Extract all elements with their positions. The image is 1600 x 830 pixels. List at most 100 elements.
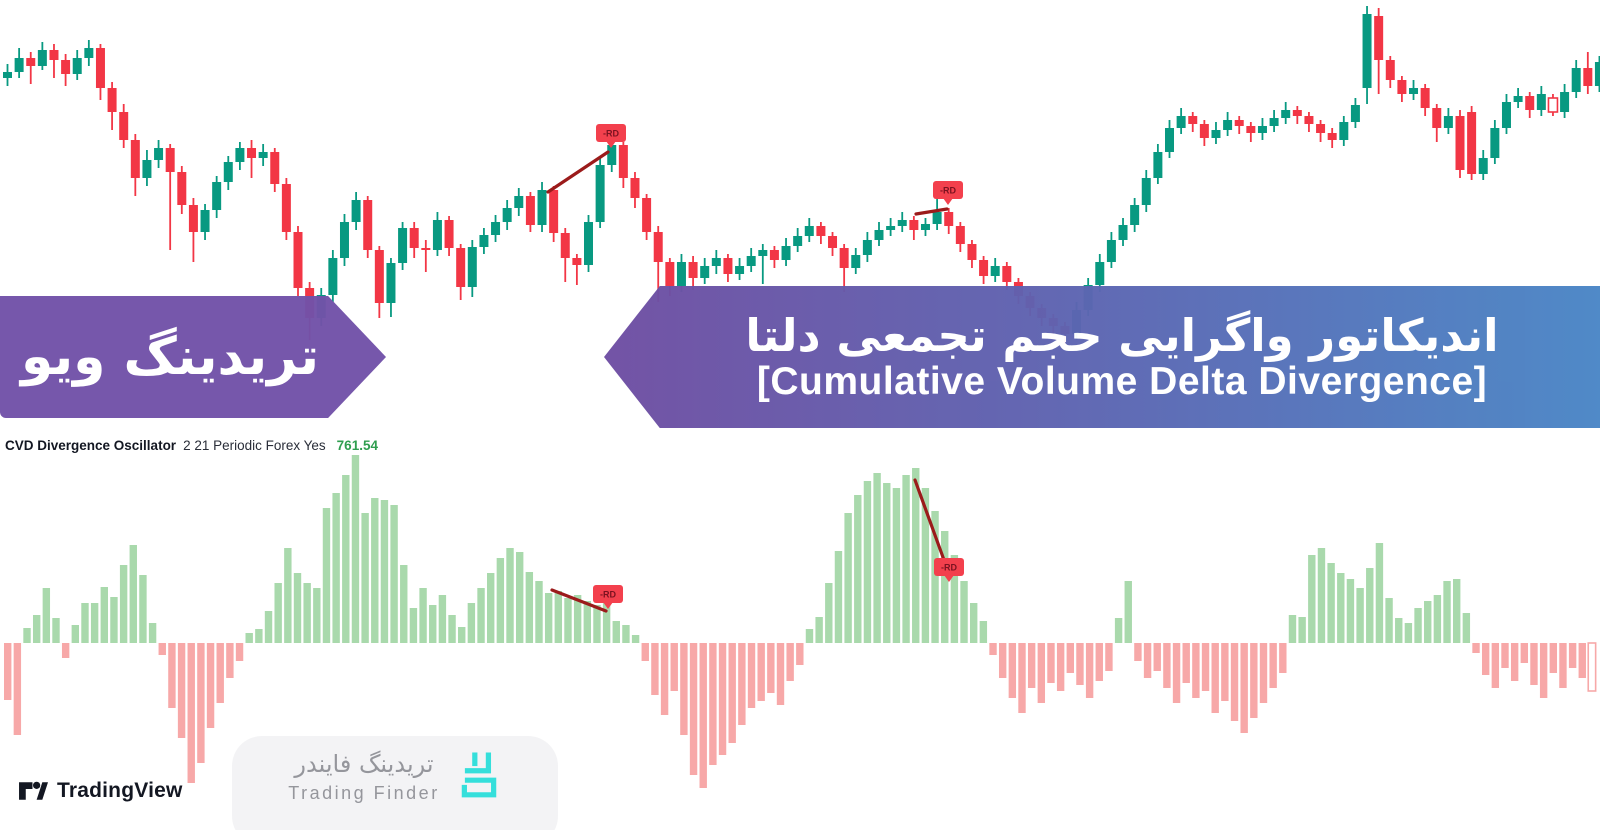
candle-body: [1571, 68, 1581, 92]
histogram-bar: [622, 625, 630, 643]
histogram-bar: [660, 643, 669, 715]
histogram-bar: [1520, 643, 1529, 663]
histogram-bar: [1105, 643, 1113, 671]
histogram-bar: [322, 508, 331, 643]
candle-body: [839, 248, 849, 268]
histogram-bar: [1153, 643, 1161, 671]
histogram-bar: [728, 643, 736, 743]
candle-body: [688, 262, 698, 278]
candle-body: [1397, 80, 1407, 94]
histogram-bar: [187, 643, 195, 783]
histogram-bar: [371, 498, 379, 643]
histogram-bar: [1337, 573, 1345, 643]
histogram-bar: [1510, 643, 1519, 681]
histogram-bar: [1279, 643, 1287, 673]
divergence-line: [550, 588, 608, 613]
histogram-bar: [1240, 643, 1248, 733]
histogram-bar: [23, 628, 31, 643]
candle-body: [95, 48, 105, 88]
candle-body: [607, 145, 617, 165]
histogram-bar: [1172, 643, 1181, 703]
banner-tradingview: تریدینگ ویو: [0, 296, 386, 418]
divergence-line: [913, 478, 946, 562]
histogram-bar: [1211, 643, 1219, 713]
candle-body: [223, 162, 233, 182]
histogram-bar: [815, 617, 823, 643]
histogram-bar: [950, 555, 959, 643]
histogram-bar: [1491, 643, 1500, 688]
histogram-bar: [177, 643, 186, 738]
indicator-legend[interactable]: CVD Divergence Oscillator 2 21 Periodic …: [5, 438, 378, 456]
histogram-bar: [1250, 643, 1258, 718]
candle-body: [49, 50, 59, 60]
divergence-badge: [596, 124, 626, 142]
candle-body: [932, 212, 942, 224]
candle-body: [979, 260, 989, 276]
candle-body: [177, 172, 187, 205]
histogram-bar: [593, 605, 601, 643]
histogram-bar: [1395, 618, 1403, 643]
candle-body: [491, 222, 501, 235]
candle-body: [1409, 88, 1419, 94]
histogram-bar: [738, 643, 746, 725]
candle-body: [1350, 105, 1360, 122]
histogram-bar: [1066, 643, 1074, 673]
candle-body: [1095, 262, 1105, 285]
histogram-bar: [409, 608, 418, 643]
histogram-bar: [1288, 615, 1297, 643]
histogram-bar: [844, 513, 852, 643]
histogram-bar: [1443, 581, 1451, 643]
histogram-bar: [71, 625, 80, 643]
divergence-badge-pointer: [944, 575, 954, 582]
histogram-bar: [941, 531, 949, 643]
histogram-bar: [1163, 643, 1171, 688]
candle-body: [1455, 116, 1465, 170]
histogram-bar: [554, 591, 563, 643]
histogram-bar: [1134, 643, 1142, 661]
candle-body: [955, 226, 965, 244]
indicator-title[interactable]: CVD Divergence Oscillator: [5, 438, 177, 453]
histogram-bar: [1124, 581, 1132, 643]
histogram-bar: [400, 565, 408, 643]
histogram-bar: [998, 643, 1007, 678]
candle-body: [676, 262, 686, 286]
histogram-bar: [458, 627, 466, 643]
candle-body: [525, 196, 535, 225]
histogram-bar: [52, 618, 60, 643]
histogram-bar: [1259, 643, 1268, 703]
banner-tradingview-label: تریدینگ ویو: [21, 327, 319, 387]
histogram-bar: [148, 623, 157, 643]
histogram-bar: [1559, 643, 1567, 688]
histogram-bar: [100, 587, 108, 643]
histogram-bar: [129, 545, 137, 643]
histogram-bar: [979, 621, 988, 643]
candle-body: [665, 262, 675, 286]
candle-body: [456, 248, 466, 287]
histogram-bar: [612, 621, 620, 643]
candle-body: [1304, 116, 1314, 124]
candle-body: [351, 200, 361, 222]
candle-body: [212, 182, 222, 210]
candle-body: [1501, 102, 1511, 128]
candle-body: [967, 244, 977, 260]
histogram-bar: [1018, 643, 1026, 713]
candle-body: [1199, 124, 1209, 138]
histogram-bar: [303, 583, 311, 643]
histogram-bar: [854, 495, 862, 643]
candle-body: [1362, 14, 1372, 88]
candle-body: [432, 220, 442, 250]
histogram-bar: [506, 548, 514, 643]
candle-body: [1327, 133, 1337, 140]
histogram-bar: [825, 583, 833, 643]
candle-body: [421, 248, 431, 250]
histogram-bar: [1481, 643, 1490, 675]
divergence-badge-pointer: [603, 602, 613, 609]
candle-body: [1432, 108, 1442, 128]
histogram-bar: [1143, 643, 1152, 678]
candle-body: [247, 148, 257, 158]
candle-body: [851, 255, 861, 268]
tradingfinder-label-persian: تریدینگ فایندر: [294, 750, 434, 778]
histogram-bar: [747, 643, 756, 708]
candle-body: [1490, 128, 1500, 158]
